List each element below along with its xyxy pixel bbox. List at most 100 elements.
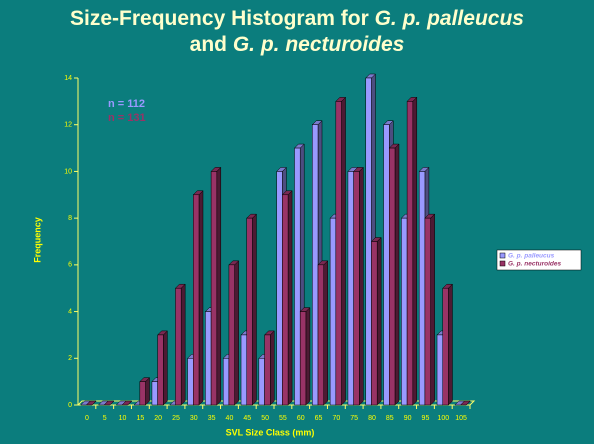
bar (370, 236, 382, 406)
bar (228, 260, 240, 406)
bar-front (424, 217, 431, 406)
x-tick-label: 60 (297, 415, 305, 422)
x-tick-label: 20 (154, 415, 162, 422)
bar-top (85, 400, 97, 406)
x-tick-label: 55 (279, 415, 287, 422)
bar (121, 400, 133, 406)
bar-front (246, 217, 253, 406)
bar (459, 400, 471, 406)
bar-front (258, 358, 265, 406)
bar-front (317, 264, 324, 406)
bar-side (234, 260, 239, 406)
bar-front (139, 381, 146, 406)
bar (139, 377, 151, 406)
bar (85, 400, 97, 406)
y-tick-label: 2 (68, 355, 72, 362)
legend-label: G. p. necturoides (508, 261, 561, 268)
y-tick-label: 14 (64, 75, 72, 82)
bar-side (323, 260, 328, 406)
bar-front (157, 334, 164, 406)
x-tick-label: 85 (386, 415, 394, 422)
bar-side (412, 96, 418, 406)
bar-front (418, 171, 426, 406)
x-axis-label: SVL Size Class (mm) (226, 427, 315, 437)
legend-box (496, 249, 582, 271)
bar-front (193, 194, 200, 406)
bar-front (282, 194, 289, 406)
x-tick-label: 75 (350, 415, 358, 422)
bar (263, 330, 275, 406)
bar-front (401, 217, 408, 406)
bar-side (145, 377, 150, 406)
x-tick-label: 50 (261, 415, 269, 422)
bar (317, 260, 329, 406)
bar-front (383, 124, 390, 406)
bar-front (389, 147, 396, 406)
annotation: n = 131 (108, 112, 146, 124)
x-tick-label: 40 (226, 415, 234, 422)
x-tick-label: 15 (136, 415, 144, 422)
title-part: and (189, 33, 233, 56)
title-part: G. p. palleucus (374, 7, 524, 30)
x-tick-label: 45 (243, 415, 251, 422)
bar-side (163, 330, 168, 406)
bar-side (287, 190, 293, 406)
bar (299, 306, 311, 406)
x-tick-label: 100 (437, 415, 449, 422)
x-tick-label: 5 (103, 415, 107, 422)
x-tick-label: 30 (190, 415, 198, 422)
bar-front (329, 217, 337, 406)
bar-front (406, 101, 414, 406)
bar-front (347, 171, 354, 406)
bar-front (175, 287, 182, 406)
legend-swatch (499, 252, 506, 259)
bar-front (264, 334, 271, 406)
bar (388, 143, 400, 406)
y-tick-label: 0 (68, 402, 72, 409)
bar-front (205, 311, 212, 406)
bar-side (341, 96, 346, 406)
bar (424, 213, 436, 406)
y-tick-label: 4 (68, 308, 72, 315)
bar-side (359, 166, 364, 406)
bar (210, 166, 222, 406)
chart-title: Size-Frequency Histogram for G. p. palle… (60, 6, 534, 58)
x-tick-label: 10 (119, 415, 127, 422)
bar-top (103, 400, 115, 406)
bar (353, 166, 364, 406)
bar (246, 213, 258, 406)
bar-side (252, 213, 257, 406)
bar-side (448, 283, 453, 406)
y-tick-label: 6 (68, 262, 72, 269)
x-tick-label: 0 (85, 415, 89, 422)
bar-front (151, 381, 158, 406)
bar-front (187, 358, 194, 406)
y-tick-label: 8 (68, 215, 72, 222)
bar-front (436, 334, 443, 406)
bar-front (228, 264, 235, 406)
bar-front (335, 101, 342, 406)
bar-front (294, 147, 301, 406)
bar-side (376, 236, 382, 406)
bar (103, 400, 115, 406)
bar-front (371, 241, 378, 406)
bar-side (430, 213, 435, 406)
y-axis-label: Frequency (32, 217, 42, 263)
x-tick-label: 105 (455, 415, 467, 422)
y-tick-label: 12 (64, 122, 72, 129)
x-tick-label: 95 (422, 415, 430, 422)
bar (335, 96, 347, 406)
bar (406, 96, 418, 406)
bar (157, 330, 168, 406)
bar-top (121, 400, 133, 406)
bar-front (240, 334, 247, 406)
bar-front (312, 124, 319, 406)
legend-label: G. p. palleucus (508, 253, 555, 260)
bar (442, 283, 454, 406)
bar-front (210, 171, 218, 406)
bar (174, 283, 186, 406)
bar-side (198, 190, 204, 406)
bar-side (216, 166, 222, 406)
x-tick-label: 65 (315, 415, 323, 422)
